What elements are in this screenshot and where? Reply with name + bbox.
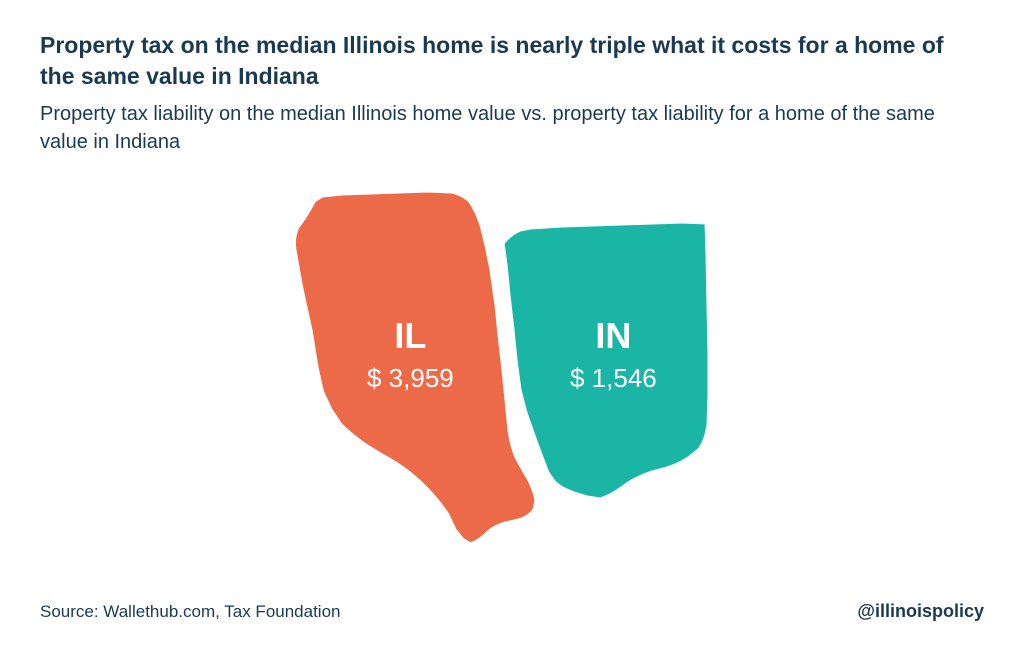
attribution-text: @illinoispolicy	[857, 601, 984, 622]
indiana-abbrev: IN	[570, 315, 657, 357]
illinois-abbrev: IL	[367, 315, 454, 357]
page-title: Property tax on the median Illinois home…	[40, 30, 984, 92]
indiana-value: $ 1,546	[570, 363, 657, 394]
source-text: Source: Wallethub.com, Tax Foundation	[40, 602, 341, 622]
states-svg	[252, 175, 772, 555]
illinois-label: IL $ 3,959	[367, 315, 454, 394]
page-subtitle: Property tax liability on the median Ill…	[40, 100, 984, 156]
illinois-value: $ 3,959	[367, 363, 454, 394]
state-map-container: IL $ 3,959 IN $ 1,546	[252, 175, 772, 555]
indiana-label: IN $ 1,546	[570, 315, 657, 394]
